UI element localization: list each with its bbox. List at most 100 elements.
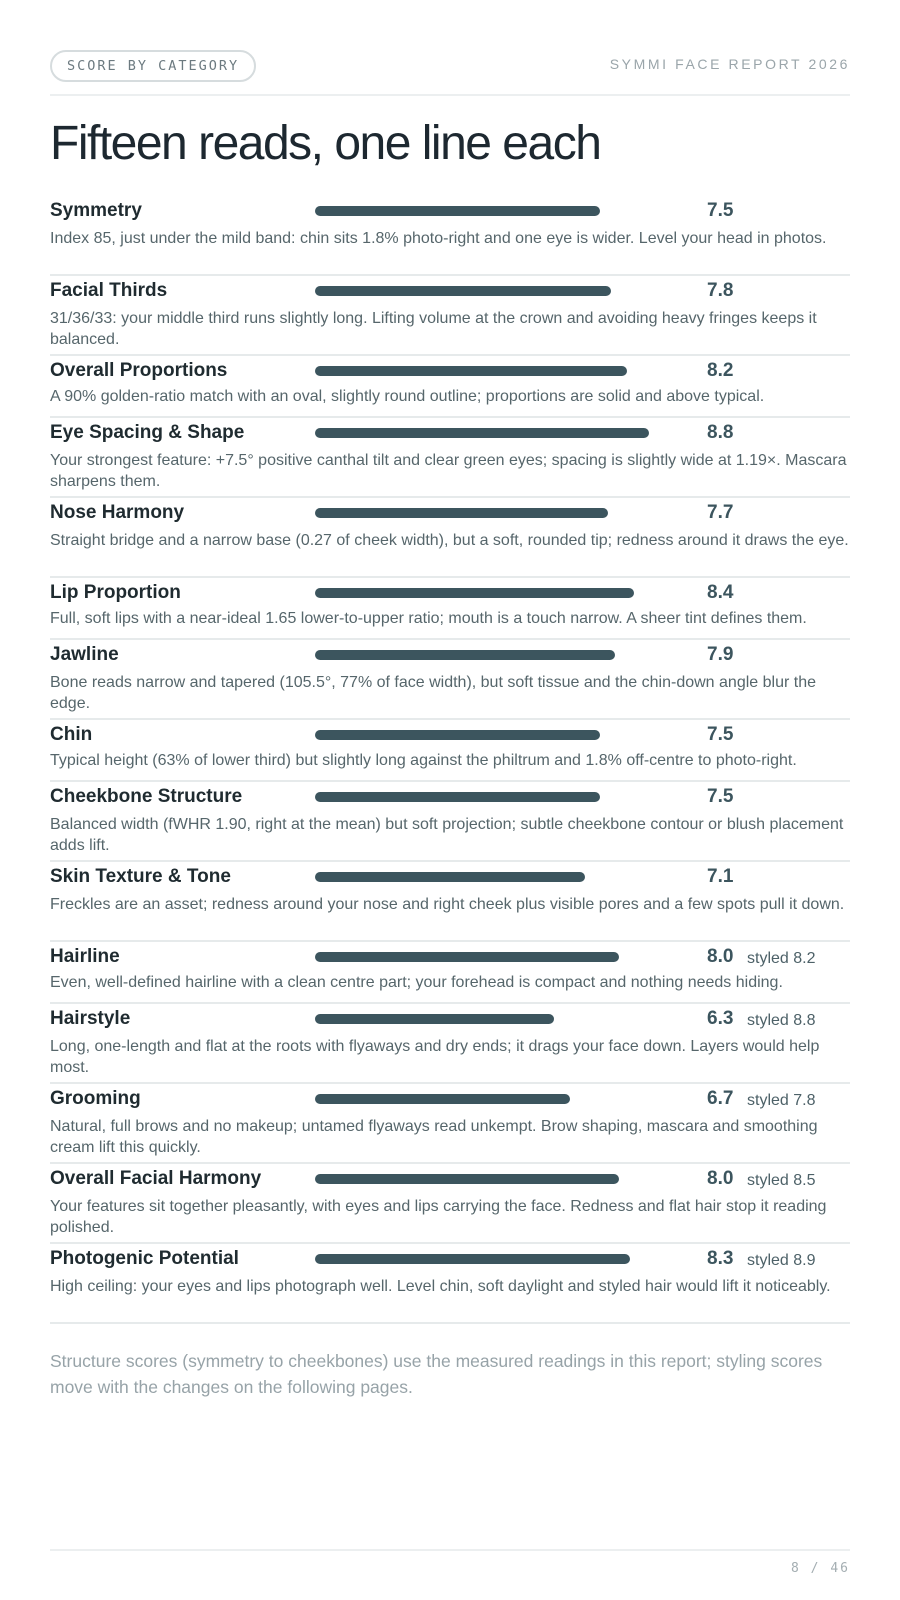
score-value: 7.7	[707, 502, 734, 523]
category-row: Jawline 7.9 Bone reads narrow and tapered …	[50, 640, 850, 720]
category-row: Cheekbone Structure 7.5 Balanced width (fW…	[50, 782, 850, 862]
score-bar-track	[315, 428, 695, 438]
score-value: 7.5	[707, 724, 734, 745]
score-value: 8.8	[707, 422, 734, 443]
category-name: Hairstyle	[50, 1008, 131, 1029]
score-value: 8.4	[707, 582, 734, 603]
report-brand: SYMMI FACE REPORT 2026	[609, 56, 850, 72]
score-bar	[315, 508, 608, 518]
score-bar	[315, 1014, 554, 1024]
page-title: Fifteen reads, one line each	[50, 117, 602, 170]
score-value: 7.5	[707, 786, 734, 807]
score-bar-track	[315, 588, 695, 598]
score-value: 8.0	[707, 1168, 734, 1189]
category-description: Freckles are an asset; redness around yo…	[50, 896, 845, 913]
score-bar	[315, 366, 627, 376]
category-description: Straight bridge and a narrow base (0.27 …	[50, 532, 849, 549]
score-bar-track	[315, 366, 695, 376]
category-row: Skin Texture & Tone 7.1 Freckles are an as…	[50, 862, 850, 942]
category-name: Nose Harmony	[50, 502, 185, 523]
score-bar-track	[315, 872, 695, 882]
page-number: 8 / 46	[791, 1561, 850, 1576]
score-value: 6.7	[707, 1088, 734, 1109]
score-bar	[315, 588, 634, 598]
score-bar	[315, 1254, 630, 1264]
score-bar	[315, 1174, 619, 1184]
score-bar-track	[315, 286, 695, 296]
category-description: High ceiling: your eyes and lips photogr…	[50, 1278, 831, 1295]
footnote: Structure scores (symmetry to cheekbones…	[50, 1351, 823, 1397]
score-value: 7.9	[707, 644, 734, 665]
category-name: Photogenic Potential	[50, 1248, 239, 1269]
category-row: Overall Proportions 8.2 A 90% golden-ratio…	[50, 356, 850, 418]
styled-score: styled 7.8	[747, 1092, 816, 1109]
score-bar	[315, 872, 585, 882]
score-bar-track	[315, 730, 695, 740]
category-description: Index 85, just under the mild band: chin…	[50, 230, 827, 247]
category-row: Overall Facial Harmony 8.0 styled 8.5 Your …	[50, 1164, 850, 1244]
score-bar	[315, 730, 600, 740]
category-description: Long, one-length and flat at the roots w…	[50, 1038, 820, 1076]
score-bar	[315, 286, 611, 296]
score-bar-track	[315, 1254, 695, 1264]
category-name: Grooming	[50, 1088, 141, 1109]
category-name: Lip Proportion	[50, 582, 181, 603]
score-value: 8.2	[707, 360, 734, 381]
category-row: Hairstyle 6.3 styled 8.8 Long, one-length a…	[50, 1004, 850, 1084]
score-bar-track	[315, 1174, 695, 1184]
section-pill: SCORE BY CATEGORY	[50, 50, 257, 82]
category-name: Facial Thirds	[50, 280, 168, 301]
category-row: Eye Spacing & Shape 8.8 Your strongest fea…	[50, 418, 850, 498]
styled-score: styled 8.8	[747, 1012, 816, 1029]
score-bar-track	[315, 1094, 695, 1104]
category-name: Chin	[50, 724, 93, 745]
category-description: Your features sit together pleasantly, w…	[50, 1198, 827, 1236]
category-name: Overall Proportions	[50, 360, 228, 381]
score-bar	[315, 792, 600, 802]
score-bar-track	[315, 508, 695, 518]
category-row: Hairline 8.0 styled 8.2 Even, well-defined …	[50, 942, 850, 1004]
score-bar	[315, 1094, 570, 1104]
category-description: Bone reads narrow and tapered (105.5°, 7…	[50, 674, 816, 712]
score-bar-track	[315, 206, 695, 216]
styled-score: styled 8.9	[747, 1252, 816, 1269]
category-description: Even, well-defined hairline with a clean…	[50, 974, 783, 991]
category-name: Symmetry	[50, 200, 142, 221]
category-description: Balanced width (fWHR 1.90, right at the …	[50, 816, 844, 854]
score-bar-track	[315, 650, 695, 660]
category-description: Full, soft lips with a near-ideal 1.65 l…	[50, 610, 807, 627]
category-description: 31/36/33: your middle third runs slightl…	[50, 310, 817, 348]
category-row: Chin 7.5 Typical height (63% of lower thir…	[50, 720, 850, 782]
score-value: 7.8	[707, 280, 734, 301]
category-description: Your strongest feature: +7.5° positive c…	[50, 452, 847, 490]
score-value: 7.5	[707, 200, 734, 221]
score-bar	[315, 952, 619, 962]
footer-divider	[50, 1549, 850, 1551]
score-bar-track	[315, 952, 695, 962]
category-score-list: Symmetry 7.5 Index 85, just under the mild…	[50, 196, 850, 1324]
category-name: Eye Spacing & Shape	[50, 422, 245, 443]
styled-score: styled 8.5	[747, 1172, 816, 1189]
score-value: 8.0	[707, 946, 734, 967]
score-value: 6.3	[707, 1008, 734, 1029]
category-name: Hairline	[50, 946, 120, 967]
category-description: A 90% golden-ratio match with an oval, s…	[50, 388, 765, 405]
score-bar	[315, 428, 649, 438]
score-bar-track	[315, 1014, 695, 1024]
page-header: SCORE BY CATEGORY SYMMI FACE REPORT 2026	[50, 50, 850, 96]
styled-score: styled 8.2	[747, 950, 816, 967]
category-description: Typical height (63% of lower third) but …	[50, 752, 797, 769]
category-name: Skin Texture & Tone	[50, 866, 231, 887]
score-value: 8.3	[707, 1248, 734, 1269]
category-name: Jawline	[50, 644, 119, 665]
category-description: Natural, full brows and no makeup; untam…	[50, 1118, 818, 1156]
category-row: Nose Harmony 7.7 Straight bridge and a nar…	[50, 498, 850, 578]
score-value: 7.1	[707, 866, 734, 887]
category-name: Overall Facial Harmony	[50, 1168, 262, 1189]
category-row: Facial Thirds 7.8 31/36/33: your middle th…	[50, 276, 850, 356]
category-row: Grooming 6.7 styled 7.8 Natural, full brows…	[50, 1084, 850, 1164]
score-bar-track	[315, 792, 695, 802]
category-row: Lip Proportion 8.4 Full, soft lips with a …	[50, 578, 850, 640]
category-row: Photogenic Potential 8.3 styled 8.9 High ce…	[50, 1244, 850, 1324]
